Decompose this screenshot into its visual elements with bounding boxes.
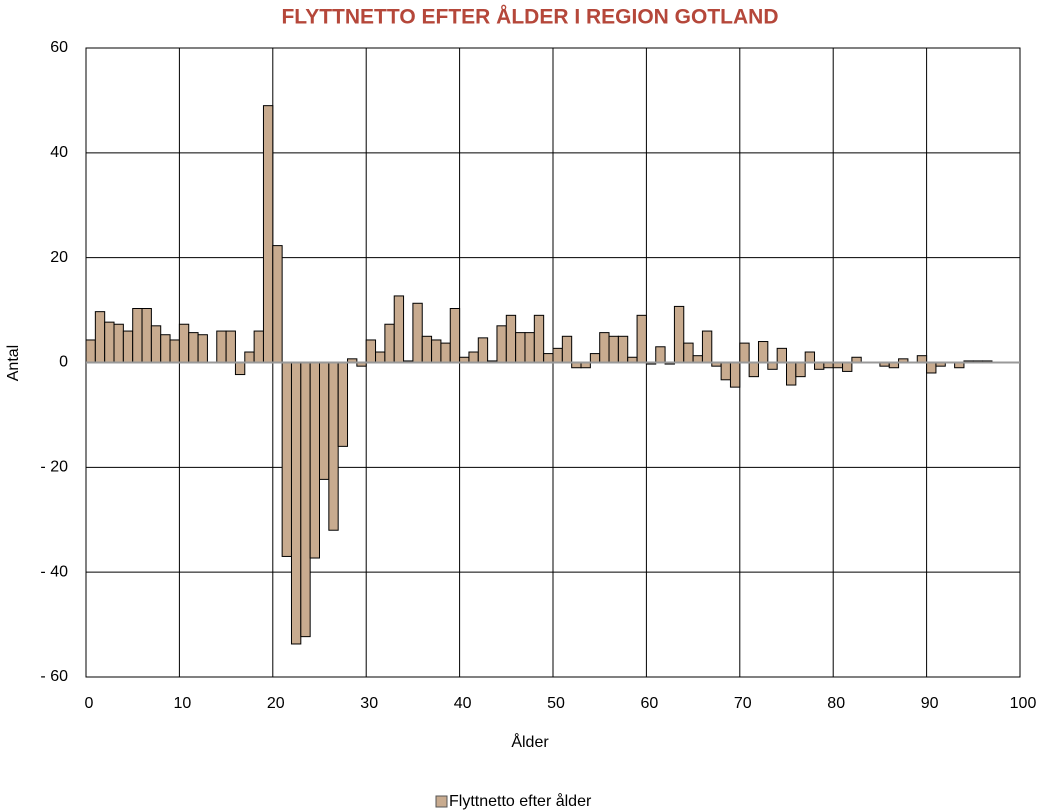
bar [804,351,816,363]
bar [636,314,647,364]
bar [94,311,106,363]
bar [543,353,554,364]
bar [262,105,274,364]
x-tick-label: 70 [734,695,752,712]
x-tick-label: 0 [85,695,94,712]
x-tick-label: 60 [641,695,659,712]
bar [786,362,797,386]
bar [589,353,601,364]
bar [552,347,563,364]
x-tick-label: 100 [1010,695,1037,712]
y-tick-label: - 60 [40,668,68,685]
legend-swatch [435,795,448,808]
bar [141,308,152,363]
x-tick-label: 10 [174,695,192,712]
bar [421,335,433,363]
x-tick-label: 30 [360,695,378,712]
bar [290,362,302,645]
bar [225,330,236,363]
y-tick-label: - 40 [40,563,68,580]
x-tick-label: 40 [454,695,472,712]
y-tick-label: 60 [50,39,68,56]
y-tick-label: 40 [50,144,68,161]
bar [729,362,741,388]
x-tick-label: 50 [547,695,565,712]
bar [720,362,731,381]
bar [365,339,377,364]
bar [842,362,853,372]
chart-title: FLYTTNETTO EFTER ÅLDER I REGION GOTLAND [281,5,778,29]
bar [384,323,395,364]
bar [253,330,264,363]
bar [748,362,759,378]
bar [449,308,461,363]
bar [524,332,535,363]
bar [739,342,750,364]
bar [150,325,162,363]
bar [926,362,937,374]
bar [104,321,115,363]
bar [113,323,124,364]
bar [468,351,479,363]
bar [757,341,769,363]
bar [916,355,928,363]
bar [673,305,685,363]
bar [814,362,825,370]
bar [169,339,180,364]
bar [234,362,246,376]
bar [178,323,190,364]
bar [337,362,349,447]
bar [505,314,517,364]
bar [795,362,806,378]
bar [328,362,339,531]
bar [197,334,208,364]
bar [440,342,451,364]
bar [477,337,489,363]
bar [701,330,713,363]
bar [375,351,386,363]
y-tick-label: 20 [50,249,68,266]
bar [132,308,143,363]
bar [608,335,619,363]
y-tick-label: 0 [59,354,68,371]
bar [561,335,573,363]
bar [85,339,96,364]
bar [393,295,405,364]
bar [617,335,629,363]
y-tick-label: - 20 [40,459,68,476]
bar [776,347,787,364]
bar [122,330,134,363]
bar [319,362,330,480]
bar [244,351,255,363]
y-axis-label: Antal [5,345,22,381]
bar [533,314,545,364]
bar [188,332,199,363]
bar [281,362,292,557]
x-tick-label: 20 [267,695,285,712]
x-tick-label: 90 [921,695,939,712]
bar [309,362,321,559]
bar [496,325,507,363]
bar [655,346,666,363]
bar [300,362,311,638]
bar [431,339,442,364]
bar [160,334,171,364]
bar [412,302,423,363]
bar [216,330,227,363]
legend-label: Flyttnetto efter ålder [449,792,592,810]
bar [272,245,283,364]
bar [683,342,694,364]
bar [767,362,778,370]
bar [515,332,526,363]
x-tick-label: 80 [827,695,845,712]
bar [692,355,703,363]
x-axis-label: Ålder [511,732,549,751]
bar [599,332,610,363]
